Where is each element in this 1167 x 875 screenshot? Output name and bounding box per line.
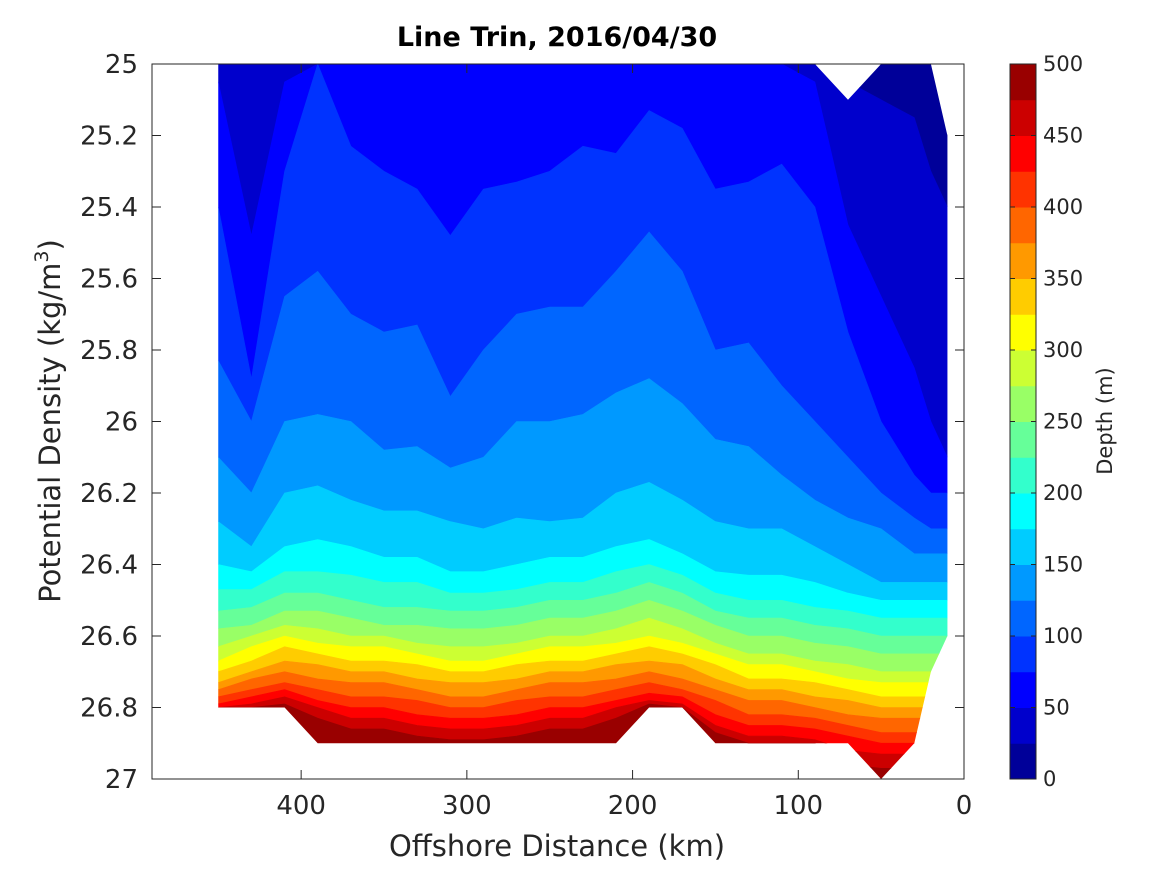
colorbar-tick-label: 300 xyxy=(1043,338,1083,362)
y-axis-label: Potential Density (kg/m3) xyxy=(31,239,67,603)
y-tick-label: 26.8 xyxy=(80,694,138,724)
colorbar-tick-label: 200 xyxy=(1043,481,1083,505)
colorbar-swatch xyxy=(1010,743,1036,780)
y-tick-label: 26.6 xyxy=(80,622,138,652)
colorbar-swatch xyxy=(1010,528,1036,565)
plot-area: 400 300 200 100 0 25 25.2 25.4 25.6 25.8 26 26.2 26… xyxy=(80,50,972,821)
colorbar-swatch xyxy=(1010,314,1036,351)
colorbar-swatch xyxy=(1010,421,1036,458)
colorbar-swatch xyxy=(1010,600,1036,637)
y-axis-label-main: Potential Density (kg/m xyxy=(33,263,67,603)
colorbar-swatch xyxy=(1010,207,1036,244)
colorbar-swatch xyxy=(1010,99,1036,136)
colorbar-tick-label: 150 xyxy=(1043,553,1083,577)
y-tick-label: 26.4 xyxy=(80,551,138,581)
x-tick-label: 300 xyxy=(442,791,492,821)
x-axis-label: Offshore Distance (km) xyxy=(389,829,725,863)
colorbar-tick-label: 100 xyxy=(1043,624,1083,648)
y-tick-label: 25.2 xyxy=(80,122,138,152)
colorbar-tick-label: 450 xyxy=(1043,124,1083,148)
colorbar-swatch xyxy=(1010,350,1036,387)
colorbar-swatch xyxy=(1010,64,1036,101)
colorbar-ticks: 0 50 100 150 200 250 300 350 400 450 500 xyxy=(1010,52,1083,791)
colorbar-tick-label: 400 xyxy=(1043,195,1083,219)
y-axis: 25 25.2 25.4 25.6 25.8 26 26.2 26.4 26.6 26.8 27 xyxy=(80,50,964,795)
y-tick-label: 26.2 xyxy=(80,479,138,509)
x-tick-label: 100 xyxy=(773,791,823,821)
colorbar-swatch xyxy=(1010,564,1036,601)
x-tick-label: 200 xyxy=(608,791,658,821)
contour-fills xyxy=(218,64,948,779)
colorbar: 0 50 100 150 200 250 300 350 400 450 500 xyxy=(1009,52,1083,791)
colorbar-label: Depth (m) xyxy=(1093,367,1117,474)
y-tick-label: 25.6 xyxy=(80,265,138,295)
y-tick-label: 25.8 xyxy=(80,336,138,366)
y-tick-label: 27 xyxy=(105,765,138,795)
colorbar-tick-label: 50 xyxy=(1043,696,1070,720)
colorbar-tick-label: 500 xyxy=(1043,52,1083,76)
y-axis-label-superscript: 3 xyxy=(31,250,53,262)
colorbar-swatch xyxy=(1010,671,1036,708)
colorbar-swatch xyxy=(1010,278,1036,315)
y-tick-label: 25.4 xyxy=(80,193,138,223)
x-axis: 400 300 200 100 0 xyxy=(276,64,972,821)
colorbar-swatch xyxy=(1010,636,1036,673)
chart-title: Line Trin, 2016/04/30 xyxy=(397,22,717,53)
colorbar-swatch xyxy=(1010,707,1036,744)
colorbar-swatch xyxy=(1010,242,1036,279)
colorbar-tick-label: 0 xyxy=(1043,767,1056,791)
x-tick-label: 0 xyxy=(956,791,973,821)
colorbar-swatch xyxy=(1010,385,1036,422)
y-tick-label: 26 xyxy=(105,408,138,438)
y-tick-label: 25 xyxy=(105,50,138,80)
y-axis-label-end: ) xyxy=(33,239,67,250)
colorbar-tick-label: 350 xyxy=(1043,267,1083,291)
colorbar-swatch xyxy=(1010,171,1036,208)
colorbar-swatch xyxy=(1010,457,1036,494)
colorbar-swatch xyxy=(1010,493,1036,530)
colorbar-swatch xyxy=(1010,135,1036,172)
colorbar-tick-label: 250 xyxy=(1043,410,1083,434)
x-tick-label: 400 xyxy=(276,791,326,821)
colorbar-swatches xyxy=(1010,64,1036,780)
